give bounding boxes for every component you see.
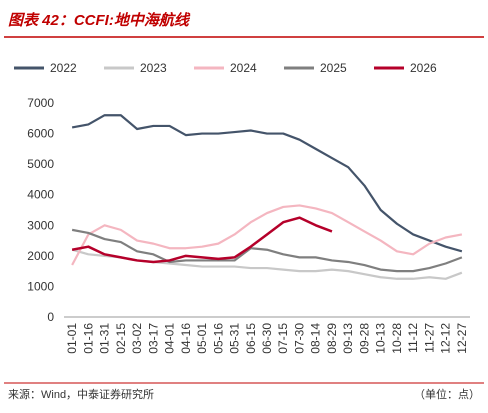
legend-label: 2026 — [410, 61, 437, 75]
source: 来源：Wind，中泰证券研究所 — [8, 387, 154, 401]
x-tick-label: 06-15 — [244, 323, 258, 354]
x-tick-label: 01-16 — [81, 323, 95, 354]
x-tick-label: 12-27 — [455, 323, 469, 354]
x-tick-label: 05-16 — [211, 323, 225, 354]
x-tick-label: 07-30 — [292, 323, 306, 354]
y-tick-label: 3000 — [27, 218, 54, 232]
x-tick-label: 01-01 — [65, 323, 79, 354]
legend-label: 2024 — [230, 61, 257, 75]
unit: （单位：点） — [414, 387, 480, 401]
y-tick-label: 7000 — [27, 96, 54, 110]
x-tick-label: 04-01 — [163, 323, 177, 354]
y-tick-label: 1000 — [27, 279, 54, 293]
series-line — [71, 204, 463, 266]
y-tick-label: 2000 — [27, 249, 54, 263]
x-tick-label: 03-17 — [146, 323, 160, 354]
x-tick-label: 12-12 — [439, 323, 453, 354]
legend-label: 2025 — [320, 61, 347, 75]
legend-label: 2023 — [140, 61, 167, 75]
y-tick-label: 6000 — [27, 127, 54, 141]
x-tick-label: 07-15 — [276, 323, 290, 354]
chart-title: 图表 42：CCFI:地中海航线 — [8, 11, 191, 29]
x-tick-label: 05-31 — [228, 323, 242, 354]
x-tick-label: 11-12 — [406, 323, 420, 353]
x-tick-label: 04-16 — [179, 323, 193, 354]
x-tick-label: 06-30 — [260, 323, 274, 354]
x-tick-label: 09-13 — [341, 323, 355, 354]
x-tick-label: 08-29 — [325, 323, 339, 354]
series-line — [71, 228, 463, 273]
x-tick-label: 08-14 — [309, 323, 323, 354]
x-tick-label: 01-31 — [98, 323, 112, 354]
y-tick-label: 4000 — [27, 188, 54, 202]
series-line — [71, 114, 463, 253]
legend-label: 2022 — [50, 61, 77, 75]
series-line — [71, 216, 333, 264]
x-tick-label: 10-28 — [390, 323, 404, 354]
y-tick-label: 0 — [47, 310, 54, 324]
x-tick-label: 11-27 — [422, 323, 436, 353]
x-tick-label: 09-28 — [357, 323, 371, 354]
x-tick-label: 10-13 — [374, 323, 388, 354]
y-tick-label: 5000 — [27, 157, 54, 171]
x-tick-label: 02-15 — [114, 323, 128, 354]
x-tick-label: 03-02 — [130, 323, 144, 354]
series-line — [71, 248, 463, 280]
x-tick-label: 05-01 — [195, 323, 209, 354]
